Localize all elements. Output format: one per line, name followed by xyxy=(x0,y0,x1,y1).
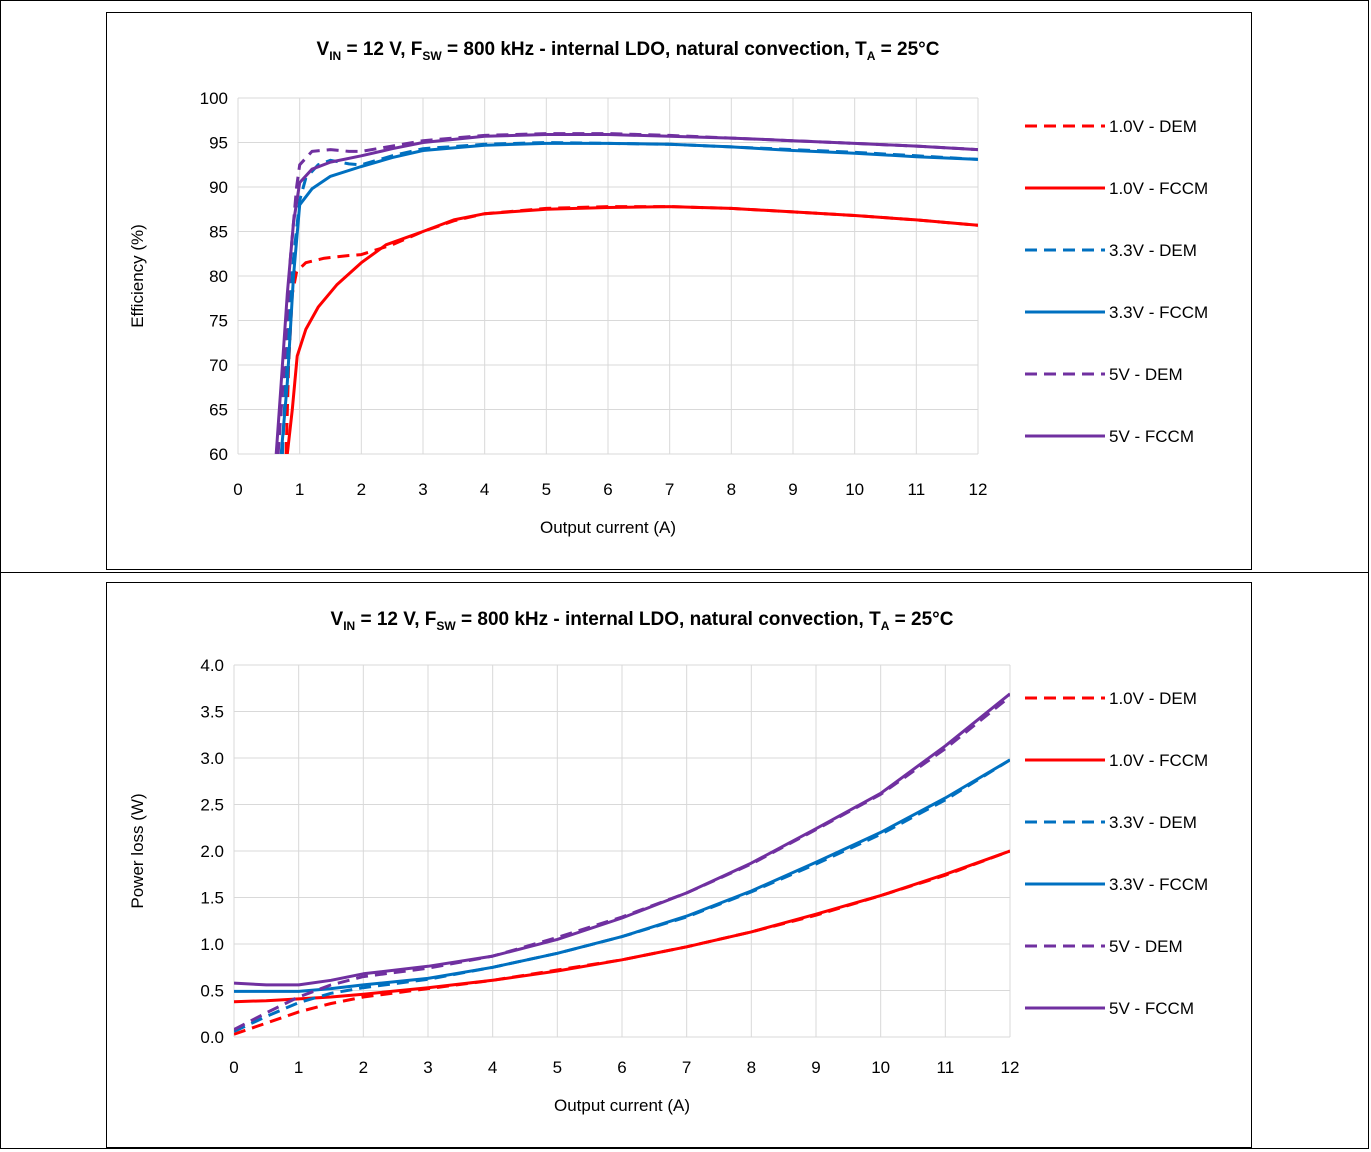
gridlines xyxy=(233,664,1011,1038)
legend-label: 1.0V - FCCM xyxy=(1109,751,1208,770)
y-tick-label: 3.5 xyxy=(200,703,224,722)
y-tick-label: 95 xyxy=(209,134,228,153)
x-tick-label: 12 xyxy=(969,480,988,499)
legend-label: 3.3V - FCCM xyxy=(1109,303,1208,322)
table-row-efficiency xyxy=(1,1,1368,573)
x-tick-label: 8 xyxy=(727,480,736,499)
x-tick-label: 1 xyxy=(294,1058,303,1077)
legend-label: 1.0V - FCCM xyxy=(1109,179,1208,198)
legend-label: 3.3V - FCCM xyxy=(1109,875,1208,894)
y-tick-label: 2.5 xyxy=(200,796,224,815)
legend-label: 3.3V - DEM xyxy=(1109,813,1197,832)
y-tick-label: 4.0 xyxy=(200,656,224,675)
series-line-3-3v-dem xyxy=(280,141,978,454)
x-tick-label: 5 xyxy=(553,1058,562,1077)
chart-title: VIN = 12 V, FSW = 800 kHz - internal LDO… xyxy=(331,609,954,633)
y-tick-label: 3.0 xyxy=(200,749,224,768)
x-tick-label: 7 xyxy=(665,480,674,499)
gridlines xyxy=(237,97,979,455)
x-tick-label: 3 xyxy=(423,1058,432,1077)
y-tick-label: 75 xyxy=(209,312,228,331)
legend-label: 5V - DEM xyxy=(1109,937,1183,956)
x-tick-label: 0 xyxy=(233,480,242,499)
y-tick-label: 1.5 xyxy=(200,889,224,908)
x-tick-label: 6 xyxy=(603,480,612,499)
series-line-3-3v-fccm xyxy=(279,141,978,454)
y-tick-label: 100 xyxy=(200,89,228,108)
x-tick-label: 12 xyxy=(1001,1058,1020,1077)
efficiency-chart: VIN = 12 V, FSW = 800 kHz - internal LDO… xyxy=(128,39,1208,537)
power-loss-chart: VIN = 12 V, FSW = 800 kHz - internal LDO… xyxy=(128,609,1208,1115)
x-tick-label: 7 xyxy=(682,1058,691,1077)
chart-title: VIN = 12 V, FSW = 800 kHz - internal LDO… xyxy=(317,39,940,63)
y-tick-label: 85 xyxy=(209,223,228,242)
y-axis-label: Power loss (W) xyxy=(128,793,147,908)
legend-label: 1.0V - DEM xyxy=(1109,117,1197,136)
x-tick-label: 10 xyxy=(871,1058,890,1077)
y-tick-label: 0.0 xyxy=(200,1028,224,1047)
legend-label: 5V - DEM xyxy=(1109,365,1183,384)
x-axis-label: Output current (A) xyxy=(554,1096,690,1115)
x-tick-label: 5 xyxy=(542,480,551,499)
x-tick-label: 11 xyxy=(908,480,926,499)
x-axis-label: Output current (A) xyxy=(540,518,676,537)
y-axis-label: Efficiency (%) xyxy=(128,224,147,328)
series-line-3-3v-fccm xyxy=(234,758,1010,993)
x-tick-label: 8 xyxy=(747,1058,756,1077)
y-tick-label: 70 xyxy=(209,356,228,375)
y-tick-label: 65 xyxy=(209,401,228,420)
x-tick-label: 4 xyxy=(488,1058,497,1077)
x-tick-label: 9 xyxy=(788,480,797,499)
x-tick-label: 9 xyxy=(811,1058,820,1077)
legend-label: 5V - FCCM xyxy=(1109,427,1194,446)
x-tick-label: 10 xyxy=(845,480,864,499)
x-tick-label: 1 xyxy=(295,480,304,499)
legend-label: 1.0V - DEM xyxy=(1109,689,1197,708)
x-tick-label: 0 xyxy=(229,1058,238,1077)
x-tick-label: 11 xyxy=(937,1058,955,1077)
series-line-1-0v-fccm xyxy=(285,205,978,454)
series-line-5v-fccm xyxy=(234,692,1010,987)
y-tick-label: 2.0 xyxy=(200,842,224,861)
series-line-5v-dem xyxy=(276,132,978,454)
x-tick-label: 4 xyxy=(480,480,489,499)
legend-label: 3.3V - DEM xyxy=(1109,241,1197,260)
y-tick-label: 1.0 xyxy=(200,935,224,954)
power-loss-chart-frame: VIN = 12 V, FSW = 800 kHz - internal LDO… xyxy=(106,582,1252,1148)
x-tick-label: 2 xyxy=(359,1058,368,1077)
x-tick-label: 3 xyxy=(418,480,427,499)
y-tick-label: 60 xyxy=(209,445,228,464)
series-line-5v-fccm xyxy=(274,133,978,454)
y-tick-label: 0.5 xyxy=(200,982,224,1001)
legend-label: 5V - FCCM xyxy=(1109,999,1194,1018)
x-tick-label: 2 xyxy=(357,480,366,499)
x-tick-label: 6 xyxy=(617,1058,626,1077)
efficiency-chart-frame: VIN = 12 V, FSW = 800 kHz - internal LDO… xyxy=(106,12,1252,570)
y-tick-label: 80 xyxy=(209,267,228,286)
y-tick-label: 90 xyxy=(209,178,228,197)
